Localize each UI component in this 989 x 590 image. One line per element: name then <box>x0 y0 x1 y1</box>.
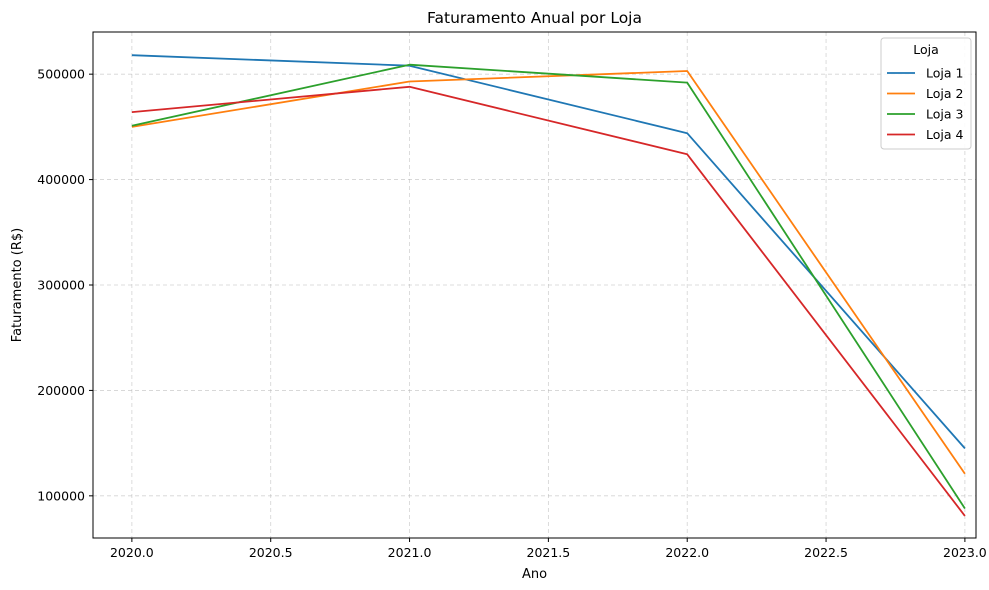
x-axis-title: Ano <box>522 567 547 582</box>
x-tick-label: 2022.5 <box>804 545 848 560</box>
x-tick-label: 2021.5 <box>527 545 571 560</box>
y-tick-label: 400000 <box>37 172 85 187</box>
chart-title: Faturamento Anual por Loja <box>427 9 642 27</box>
legend-items: Loja 1 Loja 2 Loja 3 Loja 4 <box>887 66 963 142</box>
legend: Loja Loja 1 Loja 2 Loja 3 Loja 4 <box>880 37 972 150</box>
y-tick-label: 200000 <box>37 383 85 398</box>
y-axis-ticks: 100000 200000 300000 400000 500000 <box>37 67 93 503</box>
x-tick-label: 2022.0 <box>665 545 709 560</box>
y-tick-label: 300000 <box>37 278 85 293</box>
series-line-loja-4 <box>131 85 966 517</box>
legend-label: Loja 1 <box>926 66 963 81</box>
x-tick-label: 2020.5 <box>249 545 293 560</box>
series-line-loja-3 <box>131 63 966 509</box>
x-tick-label: 2023.0 <box>943 545 987 560</box>
y-axis-title: Faturamento (R$) <box>10 228 25 342</box>
y-tick-label: 500000 <box>37 67 85 82</box>
series-line-loja-2 <box>131 70 966 475</box>
legend-title: Loja <box>913 42 939 57</box>
legend-label: Loja 4 <box>926 127 963 142</box>
grid <box>93 32 976 538</box>
x-axis-ticks: 2020.0 2020.5 2021.0 2021.5 2022.0 2022.5 2023… <box>110 538 987 560</box>
series-lines <box>131 54 966 517</box>
x-tick-label: 2020.0 <box>110 545 154 560</box>
series-line-loja-1 <box>131 54 966 449</box>
legend-label: Loja 3 <box>926 107 963 122</box>
x-tick-label: 2021.0 <box>388 545 432 560</box>
legend-box <box>880 37 972 150</box>
y-tick-label: 100000 <box>37 488 85 503</box>
legend-label: Loja 2 <box>926 86 963 101</box>
